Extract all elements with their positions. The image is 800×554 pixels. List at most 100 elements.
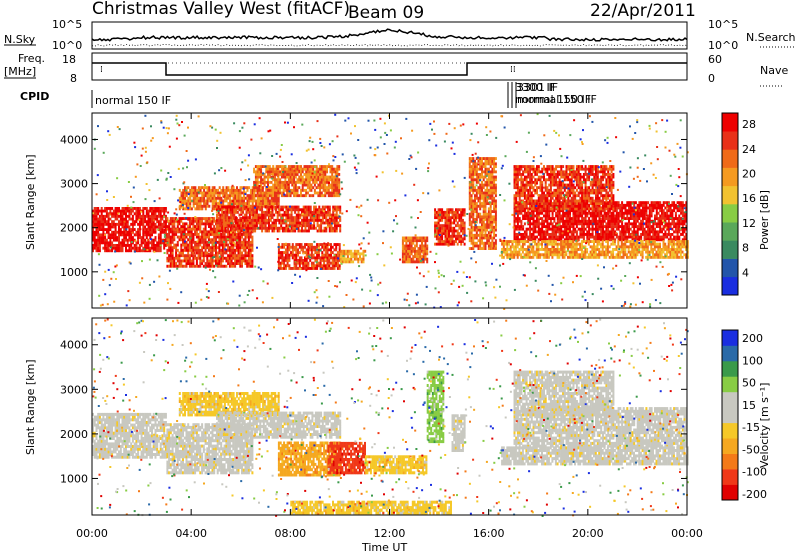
heatmap-cell [236, 194, 238, 198]
heatmap-cell [265, 199, 268, 203]
heatmap-cell [278, 213, 281, 217]
heatmap-cell [449, 237, 452, 241]
heatmap-cell [306, 178, 309, 182]
heatmap-cell [463, 232, 466, 235]
heatmap-cell [190, 248, 193, 252]
heatmap-cell [178, 254, 181, 258]
heatmap-cell [417, 247, 420, 250]
heatmap-cell [319, 191, 322, 195]
heatmap-cell [475, 207, 478, 211]
heatmap-cell [258, 191, 261, 195]
heatmap-cell [461, 229, 464, 233]
heatmap-cell [301, 188, 304, 192]
heatmap-cell [441, 210, 444, 214]
heatmap-cell [201, 207, 204, 211]
heatmap-cell [562, 225, 565, 228]
heatmap-cell [142, 212, 145, 216]
heatmap-cell [144, 207, 147, 210]
heatmap-cell [551, 211, 554, 215]
heatmap-cell [232, 262, 235, 265]
heatmap-cell [202, 238, 205, 242]
heatmap-cell [169, 248, 172, 252]
heatmap-cell [276, 205, 279, 209]
heatmap-cell [486, 167, 489, 171]
heatmap-cell [543, 206, 545, 210]
heatmap-cell [105, 246, 108, 250]
heatmap-cell [292, 229, 295, 233]
heatmap-cell [131, 220, 134, 224]
heatmap-cell [486, 180, 489, 184]
heatmap-cell [455, 213, 457, 217]
heatmap-cell [216, 254, 219, 258]
heatmap-cell [453, 229, 456, 233]
heatmap-cell [291, 245, 294, 249]
heatmap-cell [125, 233, 127, 237]
heatmap-cell [226, 218, 229, 222]
heatmap-cell [223, 194, 226, 198]
heatmap-cell [479, 244, 482, 248]
heatmap-cell [403, 247, 406, 250]
heatmap-cell [472, 165, 475, 168]
heatmap-cell [259, 221, 262, 225]
heatmap-cell [152, 246, 155, 250]
heatmap-cell [144, 241, 147, 245]
heatmap-cell [232, 188, 235, 192]
heatmap-cell [426, 239, 429, 243]
heatmap-cell [230, 256, 233, 260]
heatmap-cell [220, 248, 223, 252]
heatmap-cell [311, 224, 314, 228]
heatmap-cell [362, 249, 365, 253]
heatmap-cell [114, 207, 117, 210]
heatmap-cell [556, 211, 559, 215]
heatmap-cell [281, 267, 284, 270]
heatmap-cell [296, 194, 299, 198]
heatmap-cell [475, 196, 478, 200]
heatmap-cell [194, 196, 197, 200]
heatmap-cell [192, 202, 195, 205]
heatmap-cell [475, 173, 478, 176]
heatmap-cell [130, 238, 133, 242]
heatmap-cell [294, 188, 297, 192]
heatmap-cell [274, 183, 276, 187]
heatmap-cell [142, 225, 145, 229]
heatmap-cell [282, 191, 285, 195]
heatmap-cell [294, 180, 297, 184]
heatmap-cell [603, 201, 606, 205]
heatmap-cell [235, 218, 237, 222]
heatmap-cell [225, 259, 228, 263]
heatmap-cell [221, 218, 224, 222]
heatmap-cell [211, 251, 214, 255]
heatmap-cell [446, 234, 449, 238]
heatmap-cell [475, 180, 478, 184]
heatmap-cell [204, 199, 207, 203]
heatmap-cell [455, 240, 457, 243]
heatmap-cell [241, 233, 243, 236]
heatmap-cell [513, 209, 516, 213]
heatmap-cell [142, 222, 145, 226]
heatmap-cell [123, 225, 126, 229]
heatmap-cell [161, 209, 164, 213]
heatmap-cell [285, 226, 288, 230]
heatmap-cell [633, 209, 636, 213]
heatmap-cell [251, 248, 254, 252]
heatmap-cell [206, 251, 209, 255]
heatmap-cell [329, 194, 332, 198]
heatmap-cell [104, 217, 107, 221]
heatmap-cell [334, 175, 337, 179]
heatmap-cell [589, 214, 592, 218]
heatmap-cell [444, 237, 447, 241]
heatmap-cell [320, 218, 323, 222]
heatmap-cell [230, 262, 233, 265]
heatmap-cell [208, 248, 210, 252]
heatmap-cell [486, 157, 489, 160]
heatmap-cell [415, 236, 418, 240]
heatmap-cell [168, 230, 171, 234]
heatmap-cell [426, 236, 429, 240]
heatmap-cell [593, 209, 596, 213]
heatmap-cell [477, 244, 480, 248]
heatmap-cell [194, 194, 197, 198]
heatmap-cell [309, 213, 312, 217]
heatmap-cell [319, 264, 322, 268]
heatmap-cell [215, 199, 218, 203]
heatmap-cell [532, 222, 535, 226]
